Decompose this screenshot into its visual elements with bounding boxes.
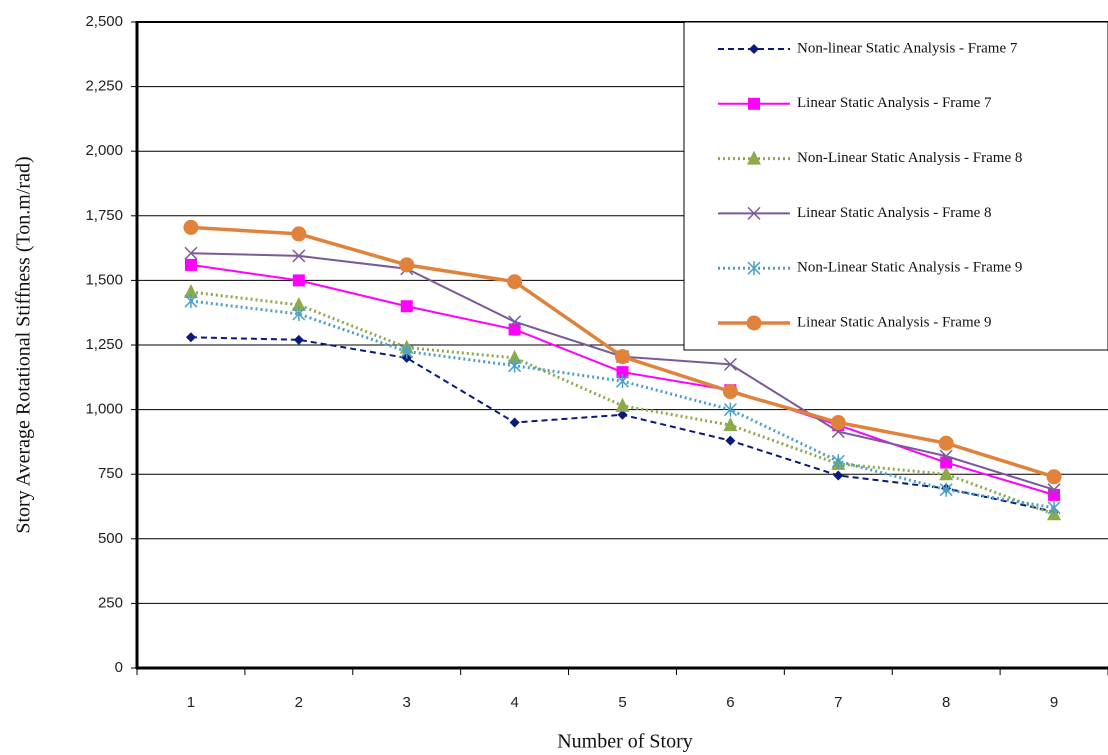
marker: [939, 482, 953, 497]
legend-label: Non-Linear Static Analysis - Frame 9: [797, 260, 1022, 276]
marker: [1047, 483, 1061, 497]
marker: [184, 258, 197, 271]
marker: [292, 306, 306, 321]
marker: [747, 150, 761, 165]
marker: [746, 315, 762, 331]
marker: [509, 417, 520, 428]
marker: [747, 206, 761, 220]
legend-label: Linear Static Analysis - Frame 9: [797, 314, 992, 330]
y-axis-title: Story Average Rotational Stiffness (Ton.…: [13, 156, 35, 533]
marker: [507, 274, 523, 290]
marker: [400, 344, 414, 359]
x-tick-label: 9: [1050, 694, 1058, 711]
marker: [1046, 469, 1062, 485]
x-tick-label: 2: [295, 694, 303, 711]
y-tick-label: 2,250: [85, 78, 123, 95]
marker: [293, 334, 304, 345]
marker: [292, 249, 306, 263]
marker: [508, 323, 521, 336]
marker: [725, 435, 736, 446]
marker: [615, 349, 630, 365]
marker: [615, 397, 630, 412]
y-tick-label: 1,500: [85, 271, 123, 288]
y-tick-label: 500: [98, 530, 123, 547]
marker: [185, 332, 196, 343]
y-tick-label: 2,000: [85, 142, 123, 159]
legend-label: Linear Static Analysis - Frame 8: [797, 205, 992, 221]
marker: [508, 315, 522, 329]
legend-label: Linear Static Analysis - Frame 7: [797, 95, 992, 111]
legend-label: Non-linear Static Analysis - Frame 7: [797, 40, 1018, 56]
marker: [748, 97, 760, 110]
y-tick-label: 1,250: [85, 336, 123, 353]
marker: [183, 284, 198, 299]
marker: [939, 449, 953, 463]
x-tick-label: 1: [187, 694, 195, 711]
marker: [399, 257, 415, 273]
marker: [184, 294, 198, 309]
x-tick-label: 6: [726, 694, 734, 711]
legend-label: Non-Linear Static Analysis - Frame 8: [797, 150, 1022, 166]
x-tick-label: 4: [510, 694, 518, 711]
marker: [722, 384, 738, 400]
marker: [833, 470, 844, 481]
y-tick-label: 0: [115, 659, 123, 676]
marker: [616, 366, 629, 379]
legend: [683, 21, 1108, 351]
marker: [723, 357, 737, 371]
x-tick-label: 8: [942, 694, 950, 711]
y-tick-label: 750: [98, 465, 123, 482]
marker: [749, 44, 759, 54]
marker: [615, 374, 630, 389]
marker: [400, 300, 413, 313]
x-tick-label: 3: [403, 694, 411, 711]
marker: [830, 415, 846, 431]
marker: [183, 219, 199, 235]
marker: [184, 246, 198, 260]
y-tick-label: 1,000: [85, 401, 123, 418]
y-tick-label: 1,750: [85, 207, 123, 224]
marker: [507, 349, 522, 364]
marker: [291, 226, 307, 242]
y-tick-label: 2,500: [85, 13, 123, 30]
marker: [723, 417, 738, 432]
y-tick-label: 250: [98, 594, 123, 611]
marker: [617, 409, 628, 420]
marker: [291, 296, 306, 311]
marker: [831, 454, 845, 469]
marker: [747, 261, 761, 276]
x-axis-title: Number of Story: [557, 731, 693, 753]
marker: [723, 402, 737, 417]
x-tick-label: 7: [834, 694, 842, 711]
marker: [292, 274, 305, 287]
x-tick-label: 5: [618, 694, 626, 711]
marker: [508, 358, 522, 373]
marker: [939, 466, 954, 481]
marker: [1047, 500, 1061, 515]
marker: [938, 435, 954, 451]
